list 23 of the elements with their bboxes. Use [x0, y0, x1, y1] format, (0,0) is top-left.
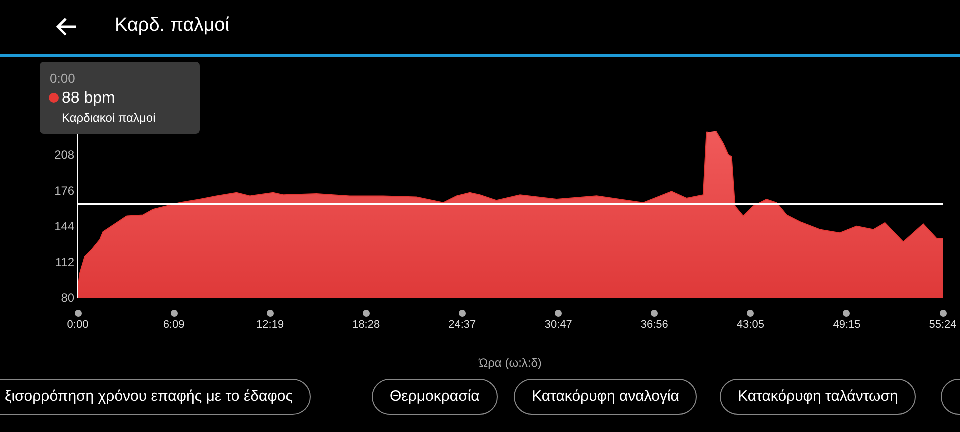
x-tick-label: 49:15 [833, 319, 861, 331]
x-tick-label: 36:56 [640, 319, 668, 331]
x-tick-label: 30:47 [544, 319, 572, 331]
x-tick-label: 0:00 [67, 319, 89, 331]
y-tick-label: 208 [54, 148, 75, 162]
x-tick-label: 24:37 [448, 319, 476, 331]
text: Θερμοκρασία [372, 379, 498, 415]
text: ξισορρόπηση χρόνου επαφής με το έδαφος [0, 379, 311, 415]
y-tick-label: 80 [61, 291, 75, 306]
chart-title: Καρδ. παλμοί [115, 15, 230, 37]
x-tick-label: 43:05 [736, 319, 764, 331]
annotation: Καρδιακοί παλμοί [62, 111, 156, 125]
x-tick-label: 12:19 [256, 319, 284, 331]
tooltip-box: 0:00 88 bpm Καρδιακοί παλμοί [40, 62, 200, 134]
y-tick-label: 112 [55, 255, 75, 270]
text: Κατακόρυφη αναλογία [514, 379, 698, 415]
y-tick-label: 176 [54, 184, 75, 198]
x-axis-title: Ώρα (ω:λ:δ) [478, 356, 542, 370]
x-tick-label: 18:28 [352, 319, 380, 331]
x-tick-label: 6:09 [163, 319, 185, 331]
x-tick-label: 55:24 [929, 319, 957, 331]
y-tick-label: 144 [54, 220, 75, 234]
text: Κατακόρυφη ταλάντωση [720, 379, 916, 415]
